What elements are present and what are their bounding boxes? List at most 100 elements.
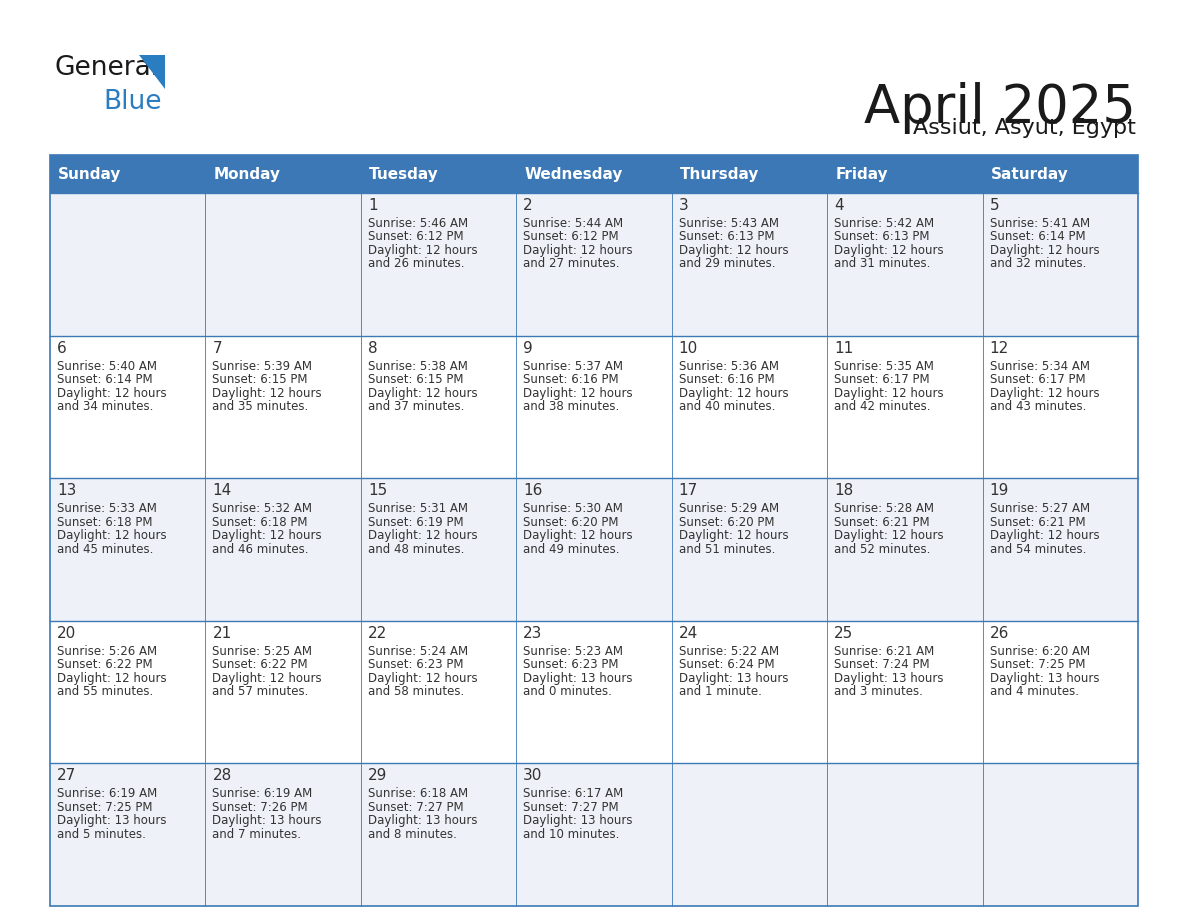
Text: Daylight: 12 hours: Daylight: 12 hours [523, 244, 633, 257]
Text: Sunrise: 5:42 AM: Sunrise: 5:42 AM [834, 217, 934, 230]
Bar [361, 155, 517, 193]
Text: 12: 12 [990, 341, 1009, 355]
Text: Sunrise: 5:32 AM: Sunrise: 5:32 AM [213, 502, 312, 515]
Bar [206, 155, 361, 193]
Text: and 45 minutes.: and 45 minutes. [57, 543, 153, 555]
Text: Daylight: 12 hours: Daylight: 12 hours [523, 529, 633, 543]
Text: and 48 minutes.: and 48 minutes. [368, 543, 465, 555]
Text: and 31 minutes.: and 31 minutes. [834, 257, 930, 271]
Text: Sunset: 6:16 PM: Sunset: 6:16 PM [678, 373, 775, 386]
Text: Daylight: 12 hours: Daylight: 12 hours [990, 386, 1099, 399]
Bar [827, 155, 982, 193]
Text: Sunrise: 5:23 AM: Sunrise: 5:23 AM [523, 644, 624, 657]
Bar [361, 336, 517, 478]
Bar [517, 621, 671, 764]
Text: 7: 7 [213, 341, 222, 355]
Text: Wednesday: Wednesday [524, 166, 623, 182]
Text: Sunrise: 5:34 AM: Sunrise: 5:34 AM [990, 360, 1089, 373]
Text: Daylight: 13 hours: Daylight: 13 hours [368, 814, 478, 827]
Bar [206, 193, 361, 336]
Text: Sunrise: 6:18 AM: Sunrise: 6:18 AM [368, 788, 468, 800]
Text: Sunset: 6:21 PM: Sunset: 6:21 PM [990, 516, 1085, 529]
Text: and 35 minutes.: and 35 minutes. [213, 400, 309, 413]
Text: Sunset: 6:20 PM: Sunset: 6:20 PM [523, 516, 619, 529]
Text: Sunrise: 5:35 AM: Sunrise: 5:35 AM [834, 360, 934, 373]
Bar [50, 155, 206, 193]
Text: Daylight: 13 hours: Daylight: 13 hours [990, 672, 1099, 685]
Text: Daylight: 13 hours: Daylight: 13 hours [523, 814, 633, 827]
Text: and 34 minutes.: and 34 minutes. [57, 400, 153, 413]
Text: 23: 23 [523, 626, 543, 641]
Text: Sunset: 7:27 PM: Sunset: 7:27 PM [523, 800, 619, 813]
Text: and 58 minutes.: and 58 minutes. [368, 685, 465, 699]
Text: Thursday: Thursday [680, 166, 759, 182]
Text: Sunrise: 5:25 AM: Sunrise: 5:25 AM [213, 644, 312, 657]
Text: Saturday: Saturday [991, 166, 1068, 182]
Text: Sunrise: 5:33 AM: Sunrise: 5:33 AM [57, 502, 157, 515]
Text: Sunset: 6:22 PM: Sunset: 6:22 PM [213, 658, 308, 671]
Text: and 29 minutes.: and 29 minutes. [678, 257, 776, 271]
Bar [206, 478, 361, 621]
Text: April 2025: April 2025 [864, 82, 1136, 134]
Text: Daylight: 12 hours: Daylight: 12 hours [678, 529, 789, 543]
Bar [982, 478, 1138, 621]
Text: and 5 minutes.: and 5 minutes. [57, 828, 146, 841]
Bar [827, 336, 982, 478]
Text: Daylight: 12 hours: Daylight: 12 hours [57, 672, 166, 685]
Text: 9: 9 [523, 341, 533, 355]
Text: Sunset: 6:17 PM: Sunset: 6:17 PM [834, 373, 930, 386]
Text: Sunset: 6:20 PM: Sunset: 6:20 PM [678, 516, 775, 529]
Text: Sunrise: 5:31 AM: Sunrise: 5:31 AM [368, 502, 468, 515]
Text: 17: 17 [678, 483, 699, 498]
Polygon shape [139, 55, 165, 89]
Bar [50, 155, 1138, 906]
Text: 18: 18 [834, 483, 853, 498]
Text: Sunrise: 5:40 AM: Sunrise: 5:40 AM [57, 360, 157, 373]
Text: 14: 14 [213, 483, 232, 498]
Text: and 27 minutes.: and 27 minutes. [523, 257, 620, 271]
Text: Sunrise: 5:37 AM: Sunrise: 5:37 AM [523, 360, 624, 373]
Text: Daylight: 12 hours: Daylight: 12 hours [368, 386, 478, 399]
Text: Daylight: 12 hours: Daylight: 12 hours [57, 529, 166, 543]
Bar [517, 478, 671, 621]
Bar [671, 193, 827, 336]
Text: Sunset: 6:13 PM: Sunset: 6:13 PM [834, 230, 930, 243]
Text: and 52 minutes.: and 52 minutes. [834, 543, 930, 555]
Text: Daylight: 12 hours: Daylight: 12 hours [213, 529, 322, 543]
Text: Daylight: 12 hours: Daylight: 12 hours [678, 244, 789, 257]
Text: Sunset: 6:16 PM: Sunset: 6:16 PM [523, 373, 619, 386]
Text: and 3 minutes.: and 3 minutes. [834, 685, 923, 699]
Text: Sunset: 6:14 PM: Sunset: 6:14 PM [990, 230, 1085, 243]
Text: and 54 minutes.: and 54 minutes. [990, 543, 1086, 555]
Text: Sunset: 6:21 PM: Sunset: 6:21 PM [834, 516, 930, 529]
Bar [517, 764, 671, 906]
Text: Sunrise: 6:19 AM: Sunrise: 6:19 AM [213, 788, 312, 800]
Text: and 26 minutes.: and 26 minutes. [368, 257, 465, 271]
Text: Sunrise: 5:38 AM: Sunrise: 5:38 AM [368, 360, 468, 373]
Text: and 40 minutes.: and 40 minutes. [678, 400, 775, 413]
Bar [982, 155, 1138, 193]
Bar [671, 621, 827, 764]
Bar [517, 336, 671, 478]
Text: 27: 27 [57, 768, 76, 783]
Text: Sunrise: 6:17 AM: Sunrise: 6:17 AM [523, 788, 624, 800]
Text: Daylight: 13 hours: Daylight: 13 hours [834, 672, 943, 685]
Text: Sunset: 6:15 PM: Sunset: 6:15 PM [368, 373, 463, 386]
Text: Sunrise: 5:30 AM: Sunrise: 5:30 AM [523, 502, 624, 515]
Bar [50, 621, 206, 764]
Text: Daylight: 12 hours: Daylight: 12 hours [213, 386, 322, 399]
Text: Sunset: 6:14 PM: Sunset: 6:14 PM [57, 373, 152, 386]
Text: Daylight: 12 hours: Daylight: 12 hours [834, 244, 943, 257]
Text: and 55 minutes.: and 55 minutes. [57, 685, 153, 699]
Text: and 49 minutes.: and 49 minutes. [523, 543, 620, 555]
Text: 21: 21 [213, 626, 232, 641]
Bar [827, 621, 982, 764]
Bar [827, 764, 982, 906]
Text: 3: 3 [678, 198, 689, 213]
Bar [982, 336, 1138, 478]
Text: 28: 28 [213, 768, 232, 783]
Text: Sunrise: 5:28 AM: Sunrise: 5:28 AM [834, 502, 934, 515]
Text: 25: 25 [834, 626, 853, 641]
Bar [517, 155, 671, 193]
Text: Daylight: 13 hours: Daylight: 13 hours [678, 672, 788, 685]
